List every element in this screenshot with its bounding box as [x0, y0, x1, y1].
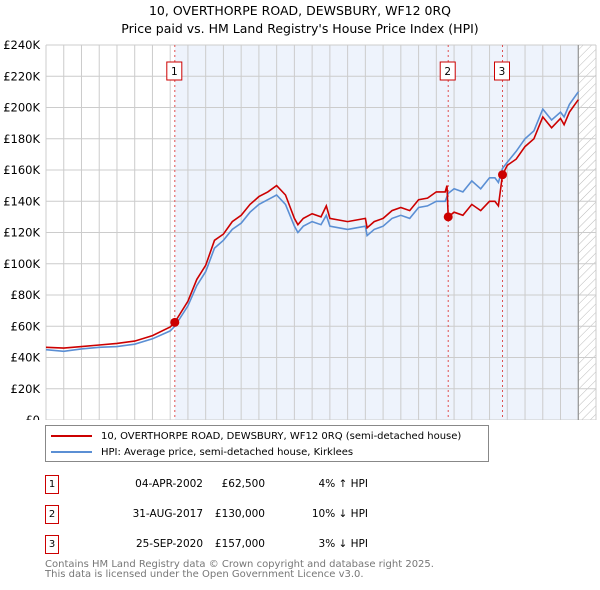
legend-swatch	[51, 435, 92, 437]
transaction-marker: 1	[45, 475, 59, 494]
y-tick-label: £180K	[3, 132, 40, 146]
transaction-row: 1 04-APR-2002 £62,500 4% ↑ HPI	[45, 475, 405, 495]
transaction-row: 3 25-SEP-2020 £157,000 3% ↓ HPI	[45, 535, 405, 555]
sale-label: 2	[444, 66, 451, 78]
y-tick-label: £20K	[11, 382, 41, 396]
y-tick-label: £40K	[11, 351, 41, 365]
transaction-price: £62,500	[221, 478, 265, 490]
sale-label: 3	[499, 66, 506, 78]
sale-label: 1	[171, 66, 178, 78]
sale-label-box	[439, 61, 456, 81]
footer-line: Contains HM Land Registry data © Crown c…	[45, 559, 434, 570]
transaction-hpi-diff: 10% ↓ HPI	[311, 508, 368, 520]
y-tick-label: £100K	[3, 257, 40, 271]
legend-label: HPI: Average price, semi-detached house,…	[101, 446, 354, 458]
sale-label-box	[494, 61, 510, 81]
price-chart: 1995199619971998199920002001200220032004…	[3, 38, 597, 420]
legend-item-hpi: HPI: Average price, semi-detached house,…	[51, 444, 353, 460]
y-tick-label: £80K	[11, 288, 41, 302]
hpi-line	[45, 91, 579, 353]
transaction-price: £130,000	[214, 508, 265, 520]
title-line-1: 10, OVERTHORPE ROAD, DEWSBURY, WF12 0RQ	[148, 3, 451, 18]
transaction-date: 31-AUG-2017	[132, 508, 203, 520]
y-tick-label: £120K	[3, 226, 40, 240]
transaction-date: 04-APR-2002	[135, 478, 203, 490]
legend-item-property: 10, OVERTHORPE ROAD, DEWSBURY, WF12 0RQ …	[51, 428, 461, 444]
legend-label: 10, OVERTHORPE ROAD, DEWSBURY, WF12 0RQ …	[101, 430, 462, 442]
transaction-hpi-diff: 3% ↓ HPI	[318, 538, 368, 550]
chart-title: 10, OVERTHORPE ROAD, DEWSBURY, WF12 0RQ …	[0, 2, 600, 38]
y-tick-label: £200K	[3, 101, 40, 115]
footer-line: This data is licensed under the Open Gov…	[45, 569, 364, 580]
property-price-line	[45, 99, 579, 349]
footer-note: Contains HM Land Registry data © Crown c…	[45, 560, 434, 580]
sale-label-box	[166, 61, 183, 81]
sale-point	[498, 170, 507, 180]
y-tick-label: £220K	[3, 69, 40, 83]
transaction-price: £157,000	[214, 538, 265, 550]
y-tick-label: £240K	[3, 38, 40, 52]
y-tick-label: £160K	[3, 163, 40, 177]
sale-point	[170, 317, 180, 327]
y-tick-label: £60K	[11, 319, 41, 333]
legend-swatch	[51, 451, 92, 453]
sale-point	[443, 212, 453, 222]
y-tick-label: £140K	[3, 194, 40, 208]
y-tick-label: £0	[25, 413, 40, 420]
transaction-marker: 2	[45, 505, 59, 524]
legend: 10, OVERTHORPE ROAD, DEWSBURY, WF12 0RQ …	[45, 425, 489, 462]
transaction-hpi-diff: 4% ↑ HPI	[318, 478, 368, 490]
transaction-row: 2 31-AUG-2017 £130,000 10% ↓ HPI	[45, 505, 405, 525]
title-line-2: Price paid vs. HM Land Registry's House …	[121, 21, 479, 36]
transaction-date: 25-SEP-2020	[135, 538, 203, 550]
transaction-marker: 3	[45, 535, 59, 554]
